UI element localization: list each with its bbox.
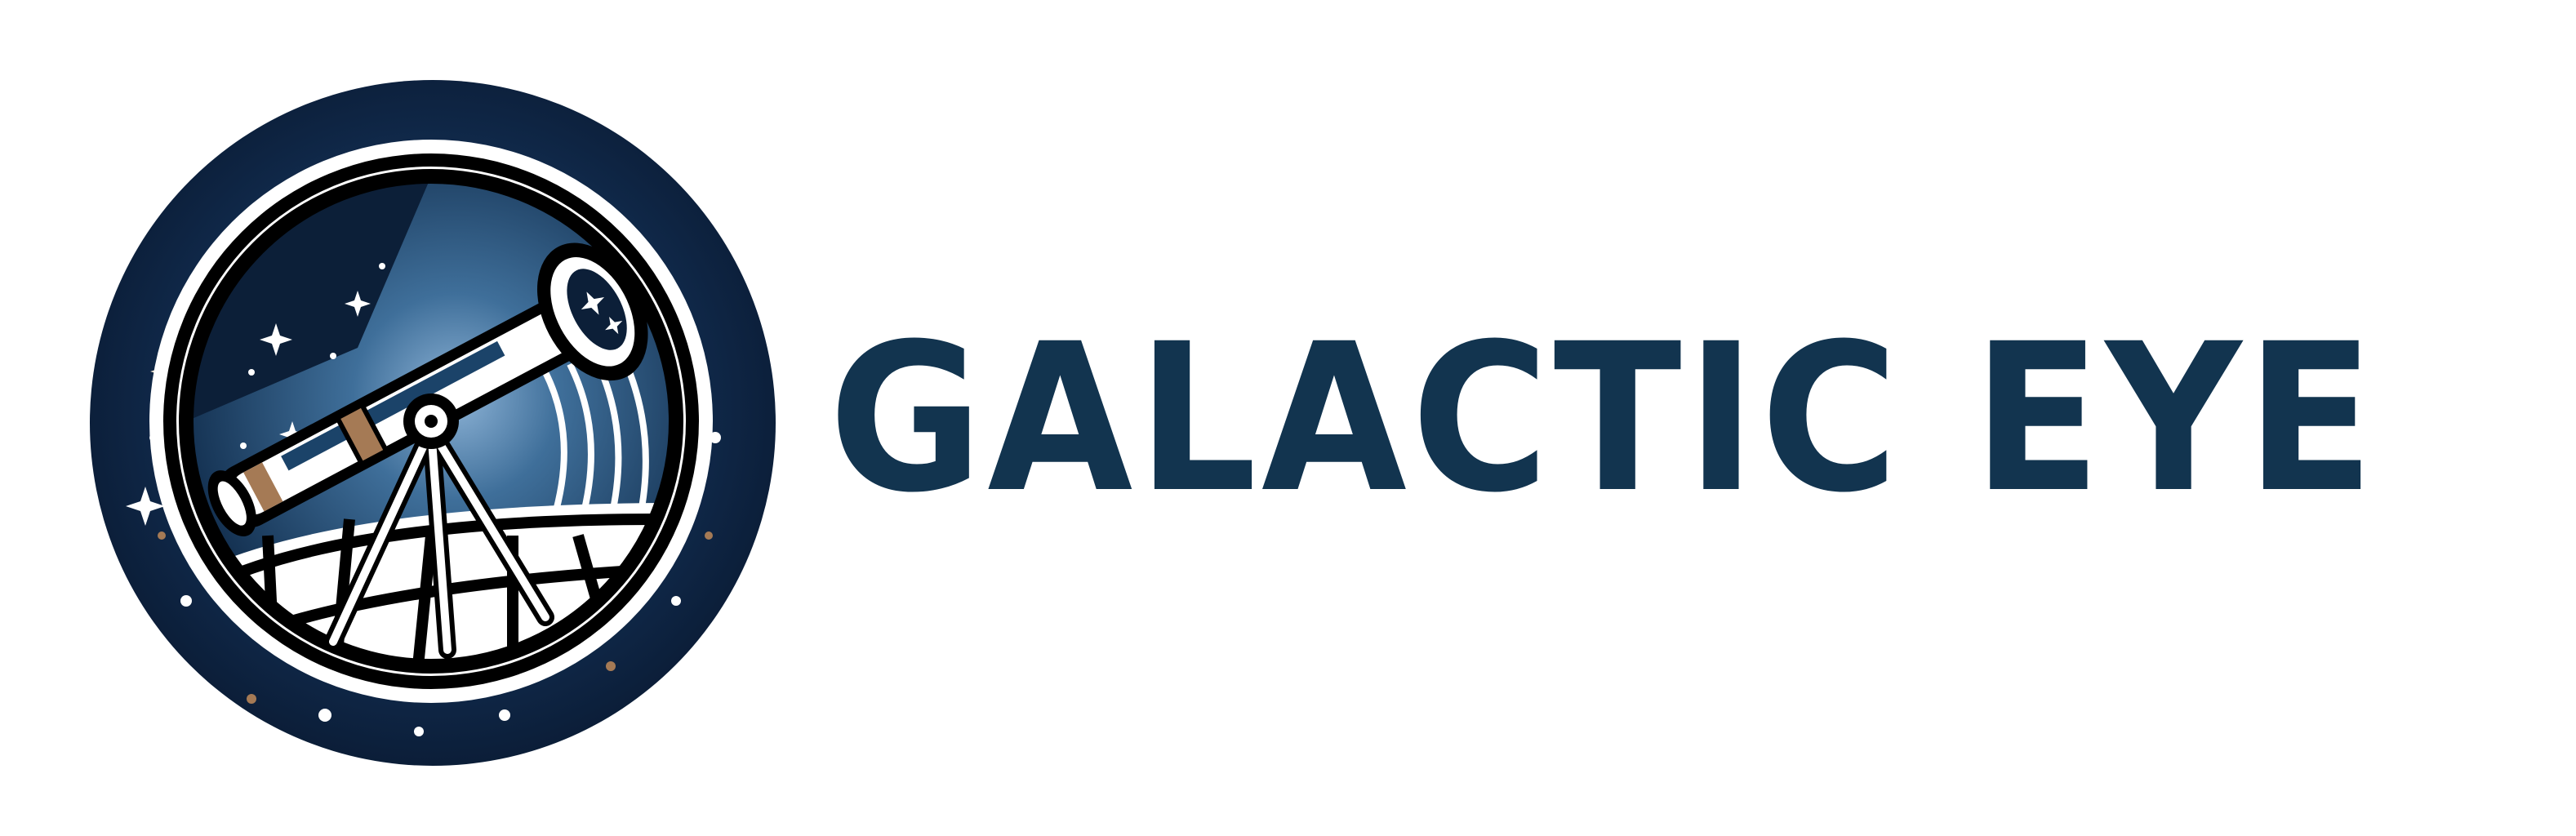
brand-wordmark: GALACTIC EYE [829,300,2379,537]
galactic-eye-logo-emblem [88,78,778,768]
telescope-icon [90,80,776,766]
